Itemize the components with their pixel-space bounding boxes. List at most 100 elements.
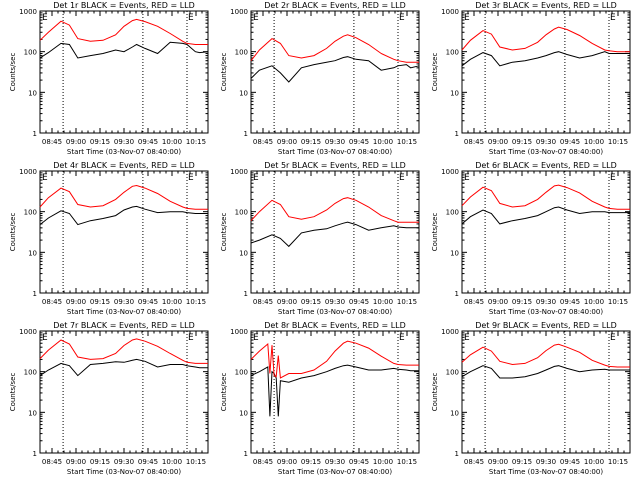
events-series-line — [461, 365, 630, 379]
x-axis-label: Start Time (03-Nov-07 08:40:00) — [278, 468, 392, 476]
x-tick-label: 09:00 — [66, 298, 86, 306]
x-tick-label: 10:00 — [373, 298, 393, 306]
x-tick-label: 08:45 — [253, 298, 273, 306]
y-tick-label: 100 — [24, 209, 37, 217]
x-tick-label: 09:30 — [114, 458, 134, 466]
x-tick-label: 10:15 — [397, 298, 417, 306]
y-tick-label: 1 — [455, 130, 459, 138]
x-tick-label: 09:45 — [138, 138, 158, 146]
x-tick-label: 08:45 — [464, 298, 484, 306]
y-axis-label: Counts/sec — [431, 373, 439, 412]
y-tick-label: 10 — [28, 249, 37, 257]
panel-title: Det 9r BLACK = Events, RED = LLD — [475, 321, 617, 330]
x-tick-label: 09:45 — [560, 298, 580, 306]
x-tick-label: 10:15 — [608, 458, 628, 466]
x-axis-label: Start Time (03-Nov-07 08:40:00) — [67, 308, 181, 316]
x-tick-label: 10:15 — [397, 458, 417, 466]
y-tick-label: 1000 — [19, 328, 37, 336]
y-tick-label: 1 — [244, 290, 248, 298]
flag-label: E — [399, 173, 405, 183]
y-tick-label: 10 — [450, 89, 459, 97]
x-tick-label: 09:00 — [277, 458, 297, 466]
detector-panel: Det 9r BLACK = Events, RED = LLD 1 10 100 10… — [431, 321, 631, 476]
lld-series-line — [39, 338, 208, 364]
x-tick-label: 09:30 — [536, 458, 556, 466]
x-tick-label: 09:45 — [349, 138, 369, 146]
detector-panel: Det 6r BLACK = Events, RED = LLD 1 10 100 10… — [431, 161, 631, 316]
y-tick-label: 10 — [28, 89, 37, 97]
panel-title: Det 1r BLACK = Events, RED = LLD — [53, 1, 195, 10]
flag-label: E — [188, 13, 194, 23]
y-tick-label: 1 — [455, 290, 459, 298]
x-tick-label: 08:45 — [253, 458, 273, 466]
events-series-line — [39, 358, 208, 377]
y-axis-label: Counts/sec — [220, 53, 228, 92]
x-tick-label: 09:00 — [66, 138, 86, 146]
x-tick-label: 08:45 — [253, 138, 273, 146]
x-axis-label: Start Time (03-Nov-07 08:40:00) — [278, 308, 392, 316]
flag-label: E — [188, 333, 194, 343]
plot-frame — [39, 10, 209, 134]
x-tick-label: 09:00 — [277, 138, 297, 146]
events-series-line — [39, 41, 209, 59]
x-tick-label: 09:00 — [277, 298, 297, 306]
flag-label: E — [42, 13, 48, 23]
flag-label: E — [253, 333, 259, 343]
x-tick-label: 10:00 — [162, 298, 182, 306]
x-tick-label: 09:30 — [536, 298, 556, 306]
y-tick-label: 1000 — [19, 8, 37, 16]
y-tick-label: 100 — [446, 369, 459, 377]
flag-label: E — [610, 13, 616, 23]
y-tick-label: 1 — [33, 450, 37, 458]
x-tick-label: 10:15 — [608, 298, 628, 306]
x-tick-label: 09:30 — [114, 138, 134, 146]
x-tick-label: 10:15 — [186, 458, 206, 466]
y-tick-label: 10 — [450, 249, 459, 257]
y-tick-label: 100 — [446, 49, 459, 57]
detector-panel: Det 3r BLACK = Events, RED = LLD 1 10 100 10… — [431, 1, 631, 156]
panel-title: Det 7r BLACK = Events, RED = LLD — [53, 321, 195, 330]
plot-frame — [250, 10, 420, 134]
x-tick-label: 10:15 — [186, 138, 206, 146]
x-tick-label: 09:30 — [325, 458, 345, 466]
y-tick-label: 10 — [28, 409, 37, 417]
x-tick-label: 09:30 — [325, 298, 345, 306]
x-tick-label: 10:00 — [584, 298, 604, 306]
flag-label: E — [610, 173, 616, 183]
x-tick-label: 10:00 — [373, 458, 393, 466]
detector-panel: Det 1r BLACK = Events, RED = LLD 1 10 100 10… — [9, 1, 209, 156]
y-tick-label: 1000 — [230, 168, 248, 176]
y-tick-label: 1 — [244, 130, 248, 138]
y-tick-label: 1 — [244, 450, 248, 458]
y-axis-label: Counts/sec — [9, 373, 17, 412]
y-axis-label: Counts/sec — [9, 53, 17, 92]
x-tick-label: 09:00 — [488, 138, 508, 146]
x-tick-label: 09:00 — [66, 458, 86, 466]
lld-series-line — [250, 340, 419, 379]
x-tick-label: 09:15 — [90, 138, 110, 146]
y-tick-label: 100 — [235, 369, 248, 377]
x-tick-label: 08:45 — [42, 458, 62, 466]
events-series-line — [39, 205, 208, 226]
events-series-line — [250, 221, 419, 248]
panel-title: Det 4r BLACK = Events, RED = LLD — [53, 161, 195, 170]
x-tick-label: 09:00 — [488, 458, 508, 466]
panel-title: Det 3r BLACK = Events, RED = LLD — [475, 1, 617, 10]
y-axis-label: Counts/sec — [220, 213, 228, 252]
y-axis-label: Counts/sec — [9, 213, 17, 252]
plot-frame — [39, 330, 209, 454]
x-tick-label: 09:45 — [138, 298, 158, 306]
y-tick-label: 100 — [24, 49, 37, 57]
x-axis-label: Start Time (03-Nov-07 08:40:00) — [278, 148, 392, 156]
y-axis-label: Counts/sec — [220, 373, 228, 412]
x-tick-label: 09:30 — [536, 138, 556, 146]
x-tick-label: 10:15 — [397, 138, 417, 146]
x-tick-label: 08:45 — [42, 138, 62, 146]
y-tick-label: 1000 — [441, 168, 459, 176]
plot-frame — [250, 330, 420, 454]
x-tick-label: 10:00 — [162, 458, 182, 466]
y-axis-label: Counts/sec — [431, 213, 439, 252]
x-tick-label: 10:00 — [373, 138, 393, 146]
flag-label: E — [188, 173, 194, 183]
panel-title: Det 8r BLACK = Events, RED = LLD — [264, 321, 406, 330]
